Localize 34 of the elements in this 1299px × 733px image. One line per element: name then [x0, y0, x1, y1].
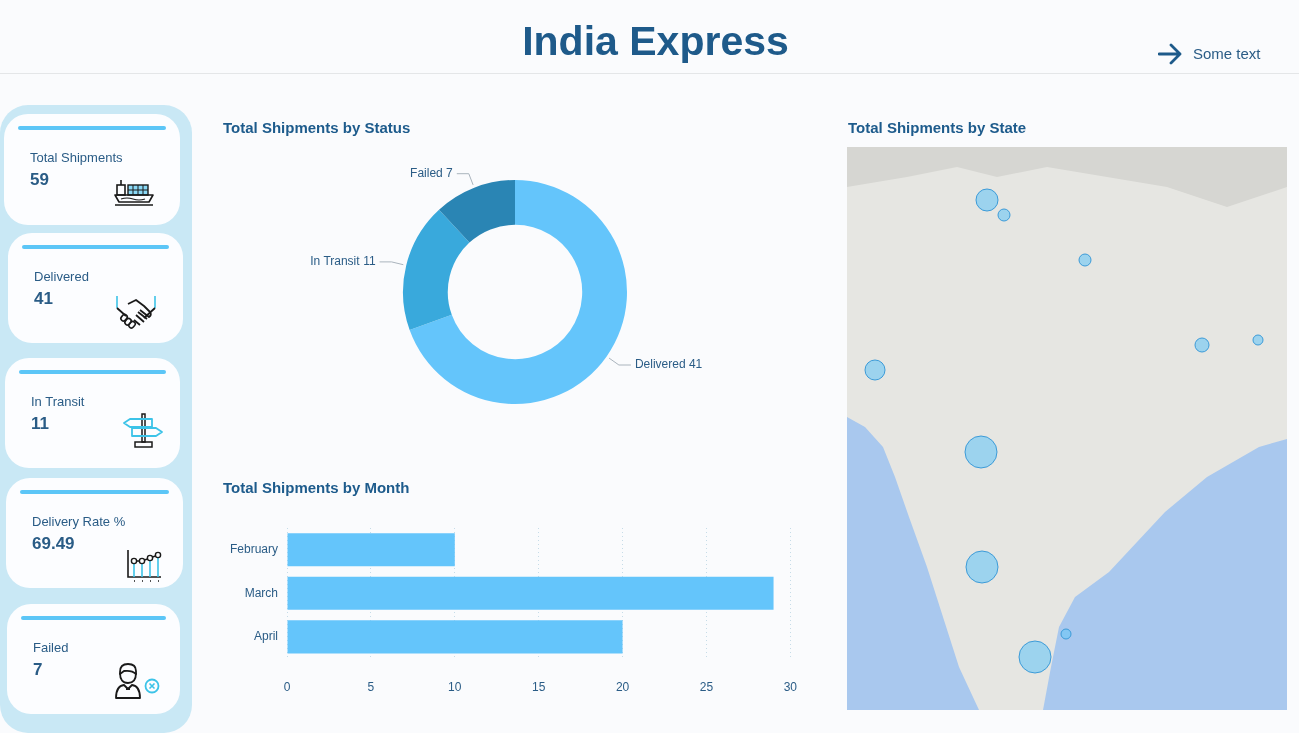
chart-title: Total Shipments by Month	[223, 479, 410, 497]
x-tick-label: 10	[448, 680, 462, 695]
slice-label: Delivered	[634, 357, 686, 372]
y-tick-label: February	[229, 542, 279, 557]
bar	[287, 620, 623, 654]
chart-title: Total Shipments by Status	[223, 119, 411, 137]
data-label: 41	[688, 357, 703, 372]
text: Total Shipments by State	[848, 119, 1027, 137]
slice-label: Failed	[410, 166, 443, 181]
text: Failed	[33, 640, 69, 656]
slice-label: In Transit	[310, 254, 361, 269]
bar	[287, 576, 774, 610]
text: In Transit	[31, 394, 85, 410]
x-tick-label: 20	[615, 680, 630, 695]
text: 59	[30, 170, 49, 190]
data-label: 11	[363, 254, 376, 269]
text: 41	[34, 289, 53, 309]
text: Delivered	[34, 269, 89, 285]
x-tick-label: 5	[367, 680, 375, 695]
x-tick-label: 25	[699, 680, 714, 695]
text: Some text	[1193, 45, 1261, 63]
text: Total Shipments	[30, 150, 123, 166]
text: 7	[33, 660, 43, 680]
y-tick-label: March	[244, 585, 279, 600]
text: Delivery Rate %	[32, 514, 126, 530]
bar	[287, 533, 455, 567]
x-tick-label: 30	[783, 680, 798, 695]
text: 69.49	[32, 534, 75, 554]
x-tick-label: 15	[531, 680, 546, 695]
text: India Express	[522, 18, 789, 64]
x-tick-label: 0	[283, 680, 291, 695]
y-tick-label: April	[254, 629, 279, 644]
data-label: 7	[446, 166, 454, 181]
text: 11	[31, 414, 49, 434]
